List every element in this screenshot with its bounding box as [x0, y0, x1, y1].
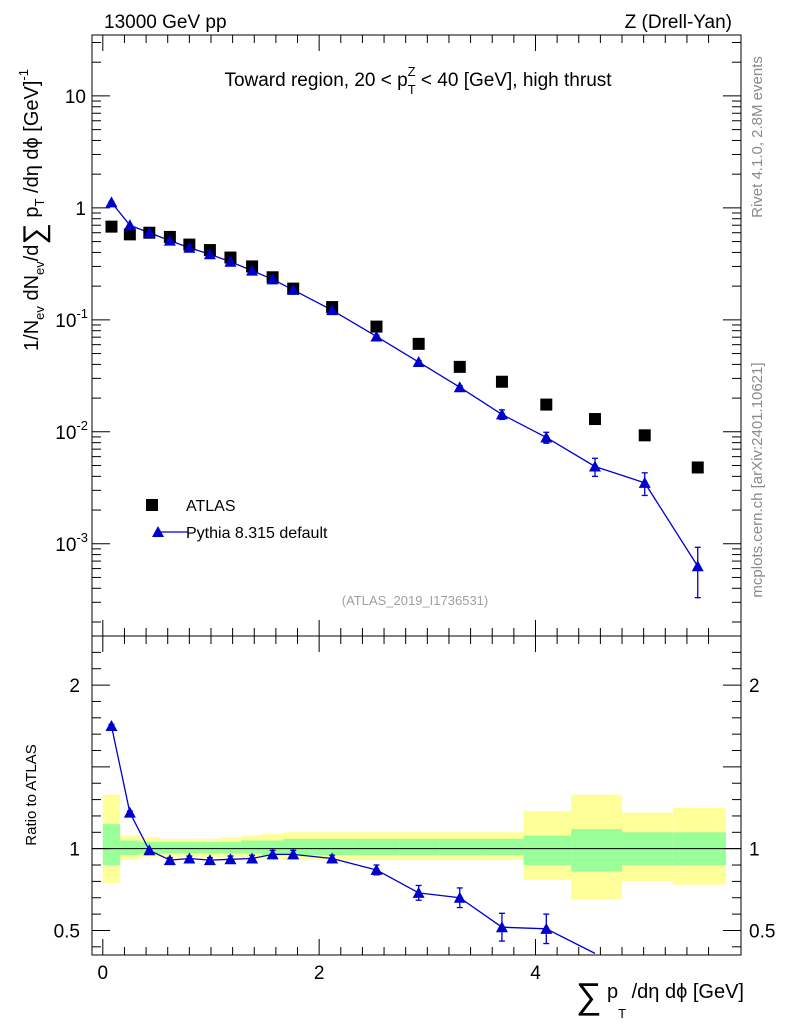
ratio-band-inner	[241, 840, 262, 854]
pythia-point	[588, 460, 601, 472]
ratio-point	[224, 853, 237, 865]
ratio-point	[143, 844, 156, 856]
main-panel: Toward region, 20 < pTZ < 40 [GeV], high…	[16, 34, 742, 637]
ratio-ytick-label-left: 0.5	[54, 921, 80, 942]
ratio-point	[495, 921, 508, 933]
ratio-ytick-label-right: 1	[749, 840, 760, 861]
legend-marker-atlas	[146, 499, 158, 511]
pythia-point	[412, 356, 425, 368]
ratio-xtick-label: 4	[530, 963, 541, 984]
pythia-point	[638, 476, 651, 488]
ratio-ytick-label-left: 1	[69, 840, 80, 861]
ratio-xtick-label: 2	[314, 963, 325, 984]
mcplots-label: mcplots.cern.ch [arXiv:2401.10621]	[749, 362, 766, 597]
ratio-ylabel: Ratio to ATLAS	[23, 744, 40, 845]
ratio-ytick-label-right: 0.5	[749, 921, 775, 942]
svg-text:1/Nev dNev/d∑ pT /dη dϕ [GeV]: 1/Nev dNev/d∑ pT /dη dϕ [GeV]-1	[16, 69, 51, 351]
ratio-point	[453, 891, 466, 903]
pythia-point	[453, 381, 466, 393]
pythia-point	[246, 264, 259, 276]
ratio-band-inner	[102, 824, 121, 866]
legend-marker-pythia	[152, 526, 164, 537]
atlas-point	[105, 220, 118, 233]
pythia-point	[370, 330, 383, 342]
ratio-point	[163, 854, 176, 866]
header-right: Z (Drell-Yan)	[625, 12, 732, 33]
ratio-panel: 0.5 0.5 1 1 2 2 0 2 4 Ratio to ATLAS ∑ pT /dη dϕ…	[23, 635, 775, 1021]
ratio-point	[412, 886, 425, 898]
main-ytick-label: 10	[65, 87, 86, 108]
ratio-point	[246, 852, 259, 864]
ratio-band-inner	[353, 838, 400, 856]
pythia-point	[540, 431, 553, 443]
header-left: 13000 GeV pp	[104, 12, 227, 33]
ratio-point	[183, 852, 196, 864]
ratio-point	[266, 848, 279, 860]
ratio-point	[203, 854, 216, 866]
main-ytick-label: 10-1	[55, 306, 88, 332]
ratio-band-inner	[481, 838, 524, 856]
pythia-point	[495, 408, 508, 420]
main-ytick-label: 10-3	[55, 530, 88, 556]
svg-text:∑ pT /dη dϕ [GeV]: ∑ pT /dη dϕ [GeV]	[576, 975, 744, 1021]
pythia-point	[183, 241, 196, 253]
pythia-point	[224, 255, 237, 267]
ratio-xtick-label: 0	[98, 963, 109, 984]
atlas-point	[638, 429, 651, 442]
ratio-band-inner	[120, 840, 140, 856]
ratio-band-inner	[304, 838, 354, 856]
pythia-point	[266, 273, 279, 285]
ratio-band-inner	[571, 829, 623, 872]
ratio-frame	[91, 635, 742, 956]
analysis-watermark: (ATLAS_2019_I1736531)	[342, 593, 488, 608]
pythia-point	[105, 196, 118, 208]
ratio-band-inner	[283, 838, 305, 856]
pythia-point	[123, 219, 136, 231]
ratio-band-inner	[439, 838, 482, 856]
ratio-band-inner	[261, 840, 284, 856]
atlas-point	[123, 228, 136, 241]
ratio-band-inner	[399, 838, 440, 856]
ratio-point	[540, 922, 553, 934]
atlas-point	[412, 337, 425, 350]
pythia-point	[143, 226, 156, 238]
ratio-band-inner	[159, 842, 180, 854]
ratio-xlabel: ∑ pT /dη dϕ [GeV]	[576, 975, 744, 1021]
main-title: Toward region, 20 < pTZ < 40 [GeV], high…	[224, 64, 612, 97]
main-ylabel: 1/Nev dNev/d∑ pT /dη dϕ [GeV]-1	[16, 69, 51, 351]
ratio-ytick-label-left: 2	[69, 676, 80, 697]
legend-label-pythia: Pythia 8.315 default	[186, 525, 328, 542]
pythia-point	[287, 283, 300, 295]
ratio-point	[123, 806, 136, 818]
atlas-point	[691, 461, 704, 474]
ratio-band-inner	[200, 842, 221, 854]
legend-label-atlas: ATLAS	[186, 498, 236, 515]
atlas-point	[370, 320, 383, 333]
rivet-label: Rivet 4.1.0, 2.8M events	[749, 56, 766, 218]
atlas-point	[453, 360, 466, 373]
main-ytick-label: 1	[75, 199, 86, 220]
ratio-band-inner	[179, 842, 201, 854]
atlas-point	[540, 398, 553, 411]
ratio-point	[326, 852, 339, 864]
ratio-ytick-label-right: 2	[749, 676, 760, 697]
main-frame	[91, 34, 742, 637]
ratio-band-inner	[220, 842, 242, 854]
pythia-point	[326, 304, 339, 316]
atlas-point	[588, 413, 601, 426]
ratio-point	[287, 848, 300, 860]
pythia-point	[163, 234, 176, 246]
pythia-point	[203, 248, 216, 260]
ratio-band-inner	[523, 835, 572, 866]
atlas-point	[495, 375, 508, 388]
legend: ATLAS Pythia 8.315 default	[146, 498, 328, 542]
main-ytick-label: 10-2	[55, 418, 88, 444]
pythia-point	[691, 560, 704, 572]
ratio-point	[370, 863, 383, 875]
ratio-point	[105, 719, 118, 731]
